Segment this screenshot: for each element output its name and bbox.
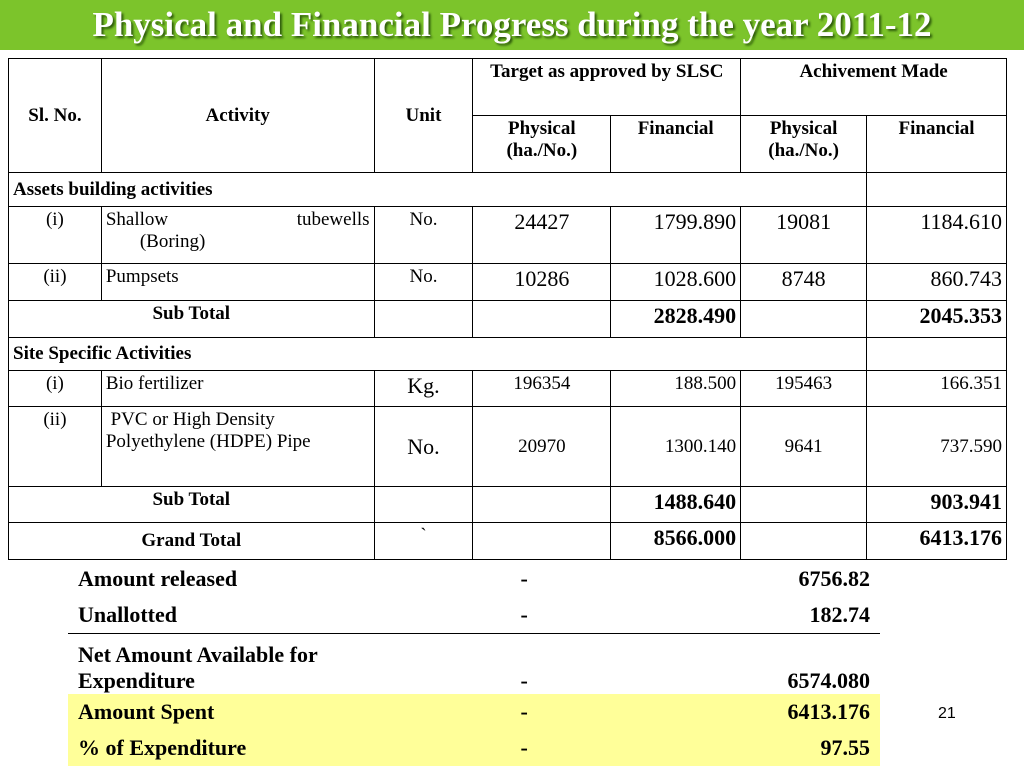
target-physical-cell: 24427 (472, 206, 612, 264)
grand-total-ach-financial: 6413.176 (866, 522, 1007, 560)
summary-dash: - (448, 730, 600, 766)
unit-cell: Kg. (373, 370, 474, 407)
activity-text: (Boring) (139, 231, 206, 252)
sl-cell: (ii) (8, 406, 102, 487)
subtotal-row: Sub Total 1488.640 903.941 (8, 486, 1007, 523)
summary-value: 97.55 (599, 730, 880, 766)
ach-financial-cell: 1184.610 (866, 206, 1007, 264)
ach-financial-cell: 860.743 (866, 263, 1007, 301)
ach-financial-cell: 737.590 (866, 406, 1007, 487)
table-row: (ii) PVC or High Density Polyethylene (H… (8, 406, 1007, 487)
summary-dash: - (520, 566, 528, 591)
empty-cell (373, 486, 474, 523)
summary-row: Net Amount Available for Expenditure - 6… (68, 633, 880, 694)
summary-value: 6413.176 (599, 694, 880, 730)
grand-total-unit-mark: ` (373, 522, 474, 560)
section-title: Assets building activities (7, 172, 868, 207)
table-row: (i) Bio fertilizer Kg. 196354 188.500 19… (8, 370, 1007, 407)
summary-row: % of Expenditure - 97.55 (68, 730, 880, 766)
activity-text: tubewells (296, 209, 370, 230)
summary-label: Amount Spent (68, 694, 449, 730)
empty-cell (472, 522, 612, 560)
header-ach-financial: Financial (866, 115, 1007, 173)
summary-label: % of Expenditure (68, 730, 449, 766)
section-title: Site Specific Activities (7, 337, 868, 371)
target-financial-cell: 1300.140 (610, 406, 742, 487)
header-target-financial: Financial (610, 115, 742, 173)
summary-row: Amount released - 6756.82 (68, 561, 880, 597)
activity-cell: Pumpsets (100, 263, 375, 301)
subtotal-target-financial: 2828.490 (610, 300, 742, 338)
grand-total-row: Grand Total ` 8566.000 6413.176 (8, 522, 1007, 560)
grand-total-target-financial: 8566.000 (610, 522, 742, 560)
grand-total-label: Grand Total (8, 522, 375, 560)
page-title: Physical and Financial Progress during t… (92, 5, 932, 44)
unit-cell: No. (373, 206, 474, 264)
unit-cell: No. (373, 406, 474, 487)
summary-value: 182.74 (809, 602, 871, 627)
header-ach-physical: Physical (ha./No.) (740, 115, 868, 173)
activity-text: Shallow (105, 209, 169, 230)
target-financial-cell: 188.500 (610, 370, 742, 407)
section-row: Assets building activities (7, 172, 1007, 207)
header-activity: Activity (100, 58, 375, 173)
ach-financial-cell: 166.351 (866, 370, 1007, 407)
summary-dash: - (520, 602, 528, 627)
target-physical-cell: 20970 (472, 406, 612, 487)
ach-physical-cell: 19081 (740, 206, 868, 264)
header-achievement: Achivement Made (740, 58, 1007, 116)
summary-label: Unallotted (78, 602, 177, 627)
summary-row: Unallotted - 182.74 (68, 597, 880, 634)
summary-dash: - (448, 694, 600, 730)
header-sl-no: Sl. No. (8, 58, 102, 173)
subtotal-label: Sub Total (8, 300, 375, 338)
summary-table: Amount released - 6756.82 Unallotted - 1… (68, 561, 880, 766)
empty-cell (373, 300, 474, 338)
activity-cell: PVC or High Density Polyethylene (HDPE) … (100, 406, 375, 487)
summary-label: Net Amount Available for Expenditure (68, 633, 449, 694)
table-row: (i) Shallow tubewells (Boring) No. 24427 … (8, 206, 1007, 264)
empty-cell (740, 300, 868, 338)
ach-physical-cell: 195463 (740, 370, 868, 407)
empty-cell (866, 337, 1007, 371)
activity-cell: Bio fertilizer (100, 370, 375, 407)
header-target-physical: Physical (ha./No.) (472, 115, 612, 173)
title-bar (0, 0, 1024, 50)
summary-dash: - (448, 633, 600, 694)
empty-cell (472, 486, 612, 523)
empty-cell (866, 172, 1007, 207)
sl-cell: (ii) (8, 263, 102, 301)
target-financial-cell: 1028.600 (610, 263, 742, 301)
activity-cell: Shallow tubewells (Boring) (100, 206, 375, 264)
subtotal-row: Sub Total 2828.490 2045.353 (8, 300, 1007, 338)
section-row: Site Specific Activities (7, 337, 1007, 371)
progress-table: Sl. No. Activity Unit Target as approved… (7, 58, 1007, 560)
summary-value: 6756.82 (798, 566, 871, 591)
ach-physical-cell: 9641 (740, 406, 868, 487)
summary-value: 6574.080 (599, 633, 880, 694)
target-physical-cell: 196354 (472, 370, 612, 407)
empty-cell (740, 486, 868, 523)
ach-physical-cell: 8748 (740, 263, 868, 301)
subtotal-ach-financial: 903.941 (866, 486, 1007, 523)
subtotal-label: Sub Total (8, 486, 375, 523)
target-physical-cell: 10286 (472, 263, 612, 301)
table-row: (ii) Pumpsets No. 10286 1028.600 8748 86… (8, 263, 1007, 301)
summary-row: Amount Spent - 6413.176 (68, 694, 880, 730)
sl-cell: (i) (8, 206, 102, 264)
unit-cell: No. (373, 263, 474, 301)
header-row-1: Sl. No. Activity Unit Target as approved… (8, 58, 1007, 173)
header-row-2: Physical (ha./No.) Financial Physical (h… (9, 115, 1007, 173)
subtotal-target-financial: 1488.640 (610, 486, 742, 523)
header-target: Target as approved by SLSC (472, 58, 742, 116)
subtotal-ach-financial: 2045.353 (866, 300, 1007, 338)
empty-cell (740, 522, 868, 560)
sl-cell: (i) (8, 370, 102, 407)
summary-label: Amount released (78, 566, 238, 591)
empty-cell (472, 300, 612, 338)
header-unit: Unit (373, 58, 474, 173)
target-financial-cell: 1799.890 (610, 206, 742, 264)
page-number: 21 (938, 705, 956, 722)
